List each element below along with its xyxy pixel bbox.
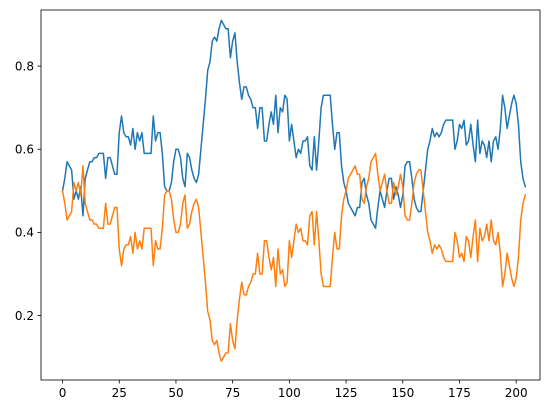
- y-tick-label: 0.6: [15, 142, 34, 156]
- x-tick-label: 125: [335, 386, 358, 400]
- x-tick-label: 25: [112, 386, 127, 400]
- x-tick-label: 150: [391, 386, 414, 400]
- y-tick-label: 0.4: [15, 226, 34, 240]
- series-line-1: [61, 19, 527, 230]
- series-layer: [61, 19, 527, 363]
- x-tick-label: 100: [278, 386, 301, 400]
- y-tick-label: 0.2: [15, 309, 34, 323]
- y-axis: 0.2 0.4 0.6 0.8: [15, 59, 41, 323]
- x-tick-label: 75: [225, 386, 240, 400]
- series-line-2: [61, 152, 527, 363]
- x-axis: 0 25 50 75 100 125 150 175 200: [59, 380, 528, 400]
- x-tick-label: 175: [448, 386, 471, 400]
- x-tick-label: 200: [505, 386, 528, 400]
- axes: [40, 9, 541, 381]
- plot-frame: [40, 9, 541, 381]
- x-tick-label: 0: [59, 386, 67, 400]
- x-tick-label: 50: [168, 386, 183, 400]
- y-tick-label: 0.8: [15, 59, 34, 73]
